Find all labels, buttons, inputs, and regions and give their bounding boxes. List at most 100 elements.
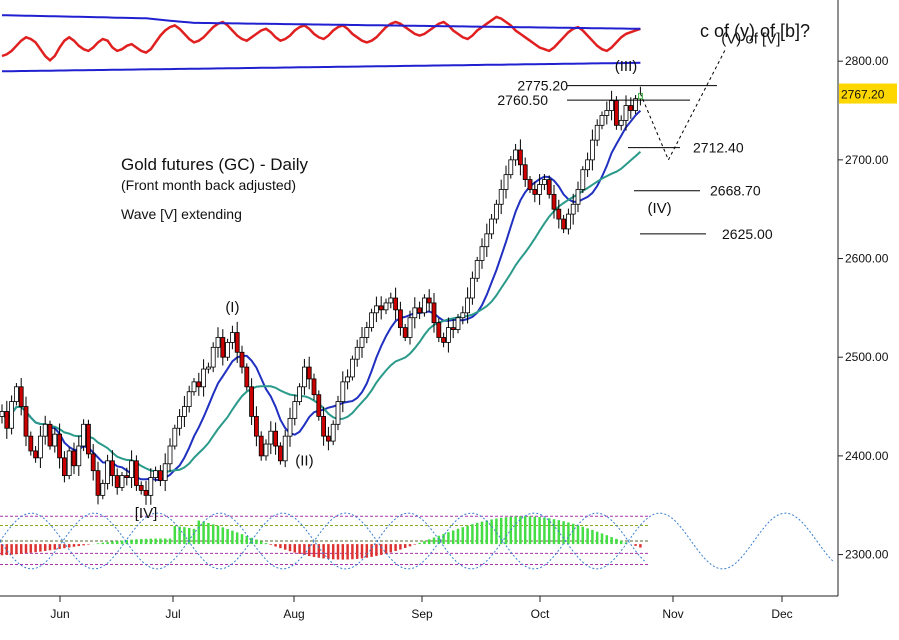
candle-body xyxy=(599,115,605,126)
candle-body xyxy=(378,305,384,311)
x-tick-label: Dec xyxy=(771,607,792,621)
candle-body xyxy=(594,124,600,141)
candle-body xyxy=(71,450,77,467)
candle-body xyxy=(421,297,427,314)
candle-body xyxy=(249,386,255,417)
candlestick-series xyxy=(0,86,643,505)
chart-subtitle: (Front month back adjusted) xyxy=(121,177,296,193)
candle-body xyxy=(287,417,293,437)
candle-body xyxy=(537,184,542,195)
candle-body xyxy=(450,327,456,330)
candle-body xyxy=(349,358,355,378)
cycle-projection-line xyxy=(0,512,835,570)
candle-body xyxy=(436,322,442,338)
candle-body xyxy=(282,435,288,462)
candle-body xyxy=(191,381,197,393)
candle-body xyxy=(393,297,399,311)
candle-body xyxy=(181,406,187,417)
candle-body xyxy=(220,337,226,358)
projection-label: c of (y) of [b]? xyxy=(700,21,810,41)
candle-body xyxy=(532,189,538,195)
candle-body xyxy=(9,401,15,429)
candle-body xyxy=(426,297,432,304)
candle-body xyxy=(527,179,533,190)
candle-body xyxy=(268,430,274,445)
candle-body xyxy=(225,342,231,358)
candle-body xyxy=(340,381,346,403)
y-tick-label: 2300.00 xyxy=(845,548,889,562)
candle-body xyxy=(201,368,207,388)
price-level-label: 2760.50 xyxy=(497,92,548,108)
candle-body xyxy=(244,366,250,388)
candle-body xyxy=(354,346,360,360)
candle-body xyxy=(546,179,552,195)
x-tick-label: Aug xyxy=(283,607,304,621)
candle-body xyxy=(129,460,135,478)
wave-label: (I) xyxy=(225,299,239,316)
candle-body xyxy=(479,246,485,261)
price-level-label: 2625.00 xyxy=(722,226,773,242)
oscillator-red-line xyxy=(1,15,641,62)
candle-body xyxy=(100,483,106,496)
cycle-projection-line xyxy=(0,512,646,570)
bottom-oscillator-panel xyxy=(0,512,835,570)
candle-body xyxy=(186,391,192,407)
candle-body xyxy=(311,378,317,396)
candle-body xyxy=(62,457,67,477)
moving-average-line xyxy=(1,151,642,474)
candle-body xyxy=(167,445,173,465)
candle-body xyxy=(172,427,178,447)
candle-body xyxy=(369,312,375,329)
wave-label: (III) xyxy=(615,58,638,75)
candle-body xyxy=(508,159,514,176)
candle-body xyxy=(609,100,614,111)
top-indicator-panel xyxy=(1,14,641,73)
x-axis-ticks: Jun Jul Aug Sep Oct Nov Dec xyxy=(50,596,793,621)
y-tick-label: 2700.00 xyxy=(845,153,889,167)
x-tick-label: Jul xyxy=(165,607,180,621)
candle-body xyxy=(633,98,638,111)
candle-body xyxy=(229,332,235,343)
y-tick-label: 2500.00 xyxy=(845,350,889,364)
candle-body xyxy=(13,386,19,403)
candle-body xyxy=(153,470,159,478)
candle-body xyxy=(263,443,269,457)
oscillator-blue-lower-line xyxy=(1,61,641,73)
price-level-label: 2775.20 xyxy=(517,78,568,94)
candle-body xyxy=(86,423,91,455)
candle-body xyxy=(81,423,86,447)
candle-body xyxy=(614,100,619,126)
candle-body xyxy=(52,433,58,447)
candle-body xyxy=(0,411,5,417)
candle-body xyxy=(590,139,595,161)
candle-body xyxy=(373,305,379,314)
candle-body xyxy=(469,277,475,299)
candle-body xyxy=(518,149,523,166)
candle-body xyxy=(301,366,307,388)
candle-body xyxy=(210,346,216,368)
candle-body xyxy=(239,351,245,368)
candle-body xyxy=(38,435,43,459)
candle-body xyxy=(556,208,562,220)
candle-body xyxy=(604,110,610,116)
candle-body xyxy=(4,411,10,429)
candle-body xyxy=(441,337,447,343)
candle-body xyxy=(445,327,451,343)
candle-body xyxy=(455,317,461,330)
candle-body xyxy=(503,174,509,190)
wave-label: [IV] xyxy=(135,505,158,522)
candle-body xyxy=(412,307,418,319)
candle-body xyxy=(542,179,547,185)
candle-body xyxy=(345,376,351,383)
price-level-label: 2668.70 xyxy=(710,183,761,199)
candle-body xyxy=(402,327,408,338)
candle-body xyxy=(585,159,590,171)
candle-body xyxy=(484,233,490,248)
candle-body xyxy=(253,416,259,437)
candle-body xyxy=(364,327,370,338)
oscillator-blue-upper-line xyxy=(1,14,641,30)
candle-body xyxy=(258,435,264,457)
candle-body xyxy=(119,475,125,488)
candle-body xyxy=(110,460,115,477)
